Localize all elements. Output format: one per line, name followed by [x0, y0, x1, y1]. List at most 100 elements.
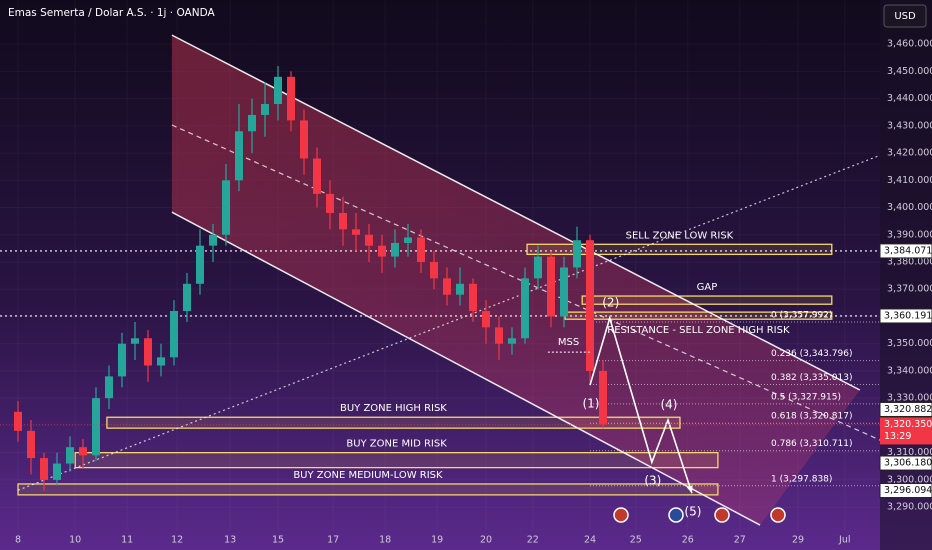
zone-label: GAP	[697, 282, 718, 293]
x-tick-label: 29	[792, 535, 804, 546]
trend-line	[171, 211, 761, 526]
candle-body	[299, 120, 308, 159]
candle-body	[221, 180, 230, 235]
y-tick-label: 3,370.000	[887, 284, 932, 295]
x-tick-label: 25	[630, 535, 642, 546]
x-tick-label: 24	[584, 535, 596, 546]
y-tick-label: 3,420.000	[887, 148, 932, 159]
price-marker-box	[879, 455, 932, 471]
candle-body	[65, 447, 74, 464]
y-tick-label: 3,460.000	[887, 39, 932, 50]
x-tick-label: 20	[480, 535, 492, 546]
fib-label: 0.236 (3,343.796)	[771, 349, 852, 359]
candle-body	[455, 283, 464, 295]
candle-body	[273, 76, 282, 105]
candle-body	[520, 278, 529, 339]
event-icon[interactable]	[668, 507, 684, 523]
candle-body	[26, 430, 35, 459]
fib-label: 0.382 (3,335.013)	[771, 373, 852, 383]
candle-body	[130, 338, 139, 344]
currency[interactable]: USD	[894, 11, 916, 22]
price-marker-label: 3,306.180	[884, 458, 932, 469]
x-tick-label: 11	[121, 535, 133, 546]
candle-body	[585, 240, 594, 371]
x-tick-label: 18	[379, 535, 391, 546]
candle-body	[494, 327, 503, 344]
candle-body	[507, 338, 516, 344]
zone-label: SELL ZONE LOW RISK	[626, 230, 734, 241]
currency-box[interactable]	[883, 4, 927, 28]
wave-label: (5)	[684, 505, 701, 519]
event-icon[interactable]	[714, 507, 730, 523]
wave-label: (2)	[602, 296, 619, 310]
chart-title: Emas Semerta / Dolar A.S. · 1j · OANDA	[8, 7, 215, 19]
countdown: 13:29	[884, 431, 911, 442]
zone-box	[106, 416, 681, 429]
zone-box	[17, 483, 719, 496]
x-tick-label: 22	[527, 535, 539, 546]
candle-body	[403, 237, 412, 243]
zone-box	[74, 452, 719, 469]
axes: 3,290.0003,300.0003,310.0003,320.0003,33…	[15, 39, 932, 546]
candle-body	[286, 76, 295, 121]
price-marker-box	[879, 243, 932, 259]
y-tick-label: 3,330.000	[887, 393, 932, 404]
x-tick-label: 12	[171, 535, 183, 546]
zone-box	[581, 295, 833, 305]
candle-body	[377, 245, 386, 257]
candle-body	[117, 343, 126, 377]
candle-body	[13, 411, 22, 431]
price-marker-label: 3,384.071	[884, 245, 932, 256]
price-marker-box	[879, 308, 932, 324]
candle-body	[468, 283, 477, 312]
y-tick-label: 3,440.000	[887, 93, 932, 104]
event-icon[interactable]	[770, 507, 786, 523]
candle-body	[429, 262, 438, 279]
fib-label: 0.618 (3,320.817)	[771, 412, 852, 422]
candle-body	[104, 376, 113, 399]
y-tick-label: 3,410.000	[887, 175, 932, 186]
price-marker-box	[879, 483, 932, 499]
price-marker-box	[879, 401, 932, 417]
candle-body	[234, 131, 243, 181]
y-tick-label: 3,380.000	[887, 257, 932, 268]
y-tick-label: 3,300.000	[887, 474, 932, 485]
zone-box	[526, 243, 833, 256]
last-price-box	[880, 417, 932, 445]
y-tick-label: 3,310.000	[887, 447, 932, 458]
y-tick-label: 3,350.000	[887, 338, 932, 349]
candle-body	[481, 311, 490, 328]
event-icon[interactable]	[613, 507, 629, 523]
candle-body	[325, 193, 334, 213]
wave-label: (4)	[660, 397, 677, 411]
candle-body	[338, 212, 347, 230]
candle-body	[182, 283, 191, 312]
zone-label: BUY ZONE MEDIUM-LOW RISK	[293, 470, 443, 481]
fib-label: 0 (3,357.992)	[771, 310, 832, 320]
y-tick-label: 3,430.000	[887, 120, 932, 131]
candle-body	[533, 256, 542, 279]
candle-body	[39, 458, 48, 480]
x-tick-label: 15	[272, 535, 284, 546]
candle-body	[390, 242, 399, 257]
x-tick-label: 13	[224, 535, 236, 546]
trend-line	[17, 154, 880, 491]
x-tick-label: 8	[15, 535, 21, 546]
price-marker-label: 3,320.882	[884, 404, 932, 415]
fib-label: 0.786 (3,310.711)	[771, 439, 852, 449]
x-tick-label: Jul	[838, 535, 850, 546]
zone-label: BUY ZONE HIGH RISK	[340, 403, 447, 414]
candle-body	[416, 237, 425, 263]
zone-label: RESISTANCE - SELL ZONE HIGH RISK	[607, 325, 790, 336]
wave-label: (3)	[644, 474, 661, 488]
mss-label: MSS	[558, 337, 579, 348]
wave-arrowhead	[686, 485, 693, 494]
last-price-label: 3,320.350	[884, 419, 932, 430]
fib-label: 0.5 (3,327.915)	[771, 392, 841, 402]
candle-body	[572, 240, 581, 268]
candle-body	[559, 267, 568, 317]
channel-fill	[171, 35, 860, 526]
x-tick-label: 17	[327, 535, 339, 546]
